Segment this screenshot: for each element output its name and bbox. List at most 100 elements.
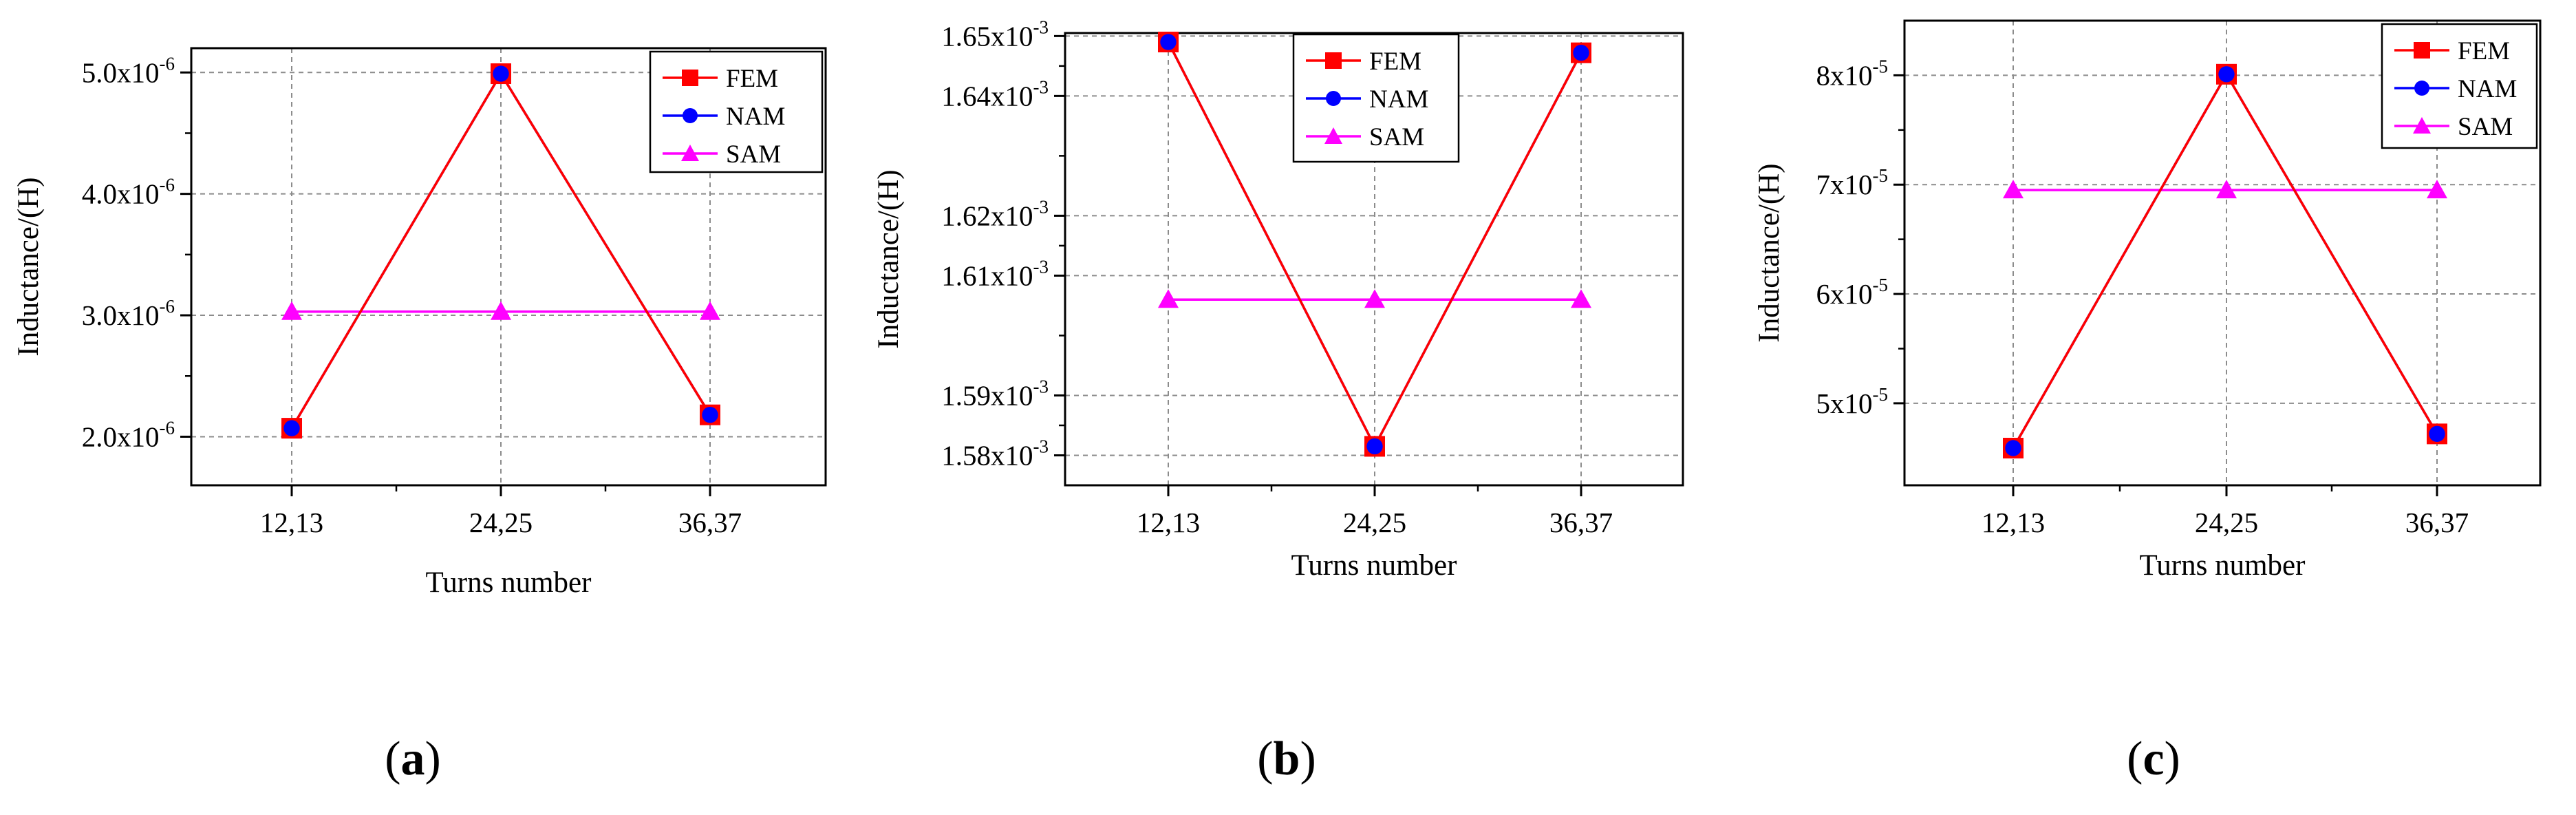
panel-label-open: (: [385, 732, 400, 785]
legend-box: [2381, 23, 2538, 149]
x-tick-label: 24,25: [2195, 507, 2258, 538]
y-tick-exponent: -6: [160, 417, 175, 438]
data-point-nam: [2218, 66, 2235, 83]
data-point-nam: [702, 406, 718, 423]
y-tick-label: 2.0x10-6: [82, 417, 175, 452]
y-tick-exponent: -3: [1033, 17, 1049, 37]
legend: FEM NAM SAM: [649, 50, 824, 173]
data-point-sam: [2427, 180, 2447, 199]
legend-box: [649, 50, 824, 173]
legend-marker-fem: [682, 70, 698, 86]
panel-label-open: (: [2127, 732, 2143, 785]
y-tick-mantissa: 1.59x10: [941, 379, 1033, 411]
x-tick-label: 12,13: [1137, 507, 1200, 538]
panel-label: (c): [2127, 732, 2180, 785]
x-tick-label: 36,37: [1549, 507, 1613, 538]
y-tick-exponent: -3: [1033, 376, 1049, 396]
y-tick-mantissa: 1.58x10: [941, 439, 1033, 471]
y-tick-exponent: -5: [1873, 56, 1889, 76]
y-tick-exponent: -6: [160, 296, 175, 317]
y-axis-title: Inductance/(H): [12, 177, 45, 356]
data-point-nam: [1366, 438, 1383, 455]
legend-label-fem: FEM: [726, 65, 778, 93]
y-tick-exponent: -3: [1033, 256, 1049, 277]
y-tick-label: 1.58x10-3: [941, 436, 1049, 471]
data-point-nam: [2429, 425, 2445, 443]
y-tick-label: 3.0x10-6: [82, 296, 175, 331]
legend: FEM NAM SAM: [2381, 23, 2538, 149]
y-tick-label: 1.61x10-3: [941, 256, 1049, 291]
y-tick-label: 6x10-5: [1816, 275, 1889, 310]
data-point-nam: [493, 65, 509, 82]
y-tick-label: 5x10-5: [1816, 384, 1889, 419]
legend-marker-sam: [2413, 117, 2431, 134]
data-point-sam: [281, 301, 302, 320]
legend-marker-fem: [1325, 52, 1342, 69]
legend-marker-fem: [2414, 42, 2430, 59]
data-point-sam: [2216, 180, 2237, 199]
y-tick-mantissa: 7x10: [1816, 169, 1873, 200]
data-point-nam: [283, 420, 300, 436]
panel-label-letter: b: [1274, 732, 1300, 785]
x-tick-label: 12,13: [260, 507, 323, 538]
y-axis-title: Inductance/(H): [872, 169, 905, 348]
y-tick-mantissa: 2.0x10: [82, 421, 160, 452]
panel-label-letter: c: [2143, 732, 2164, 785]
y-tick-exponent: -5: [1873, 275, 1889, 295]
y-tick-exponent: -3: [1033, 436, 1049, 456]
data-point-nam: [1160, 34, 1177, 50]
series-line-fem: [2012, 72, 2438, 449]
data-point-sam: [2003, 180, 2024, 199]
legend-marker-sam: [1324, 127, 1342, 144]
y-tick-exponent: -6: [160, 175, 175, 195]
y-tick-exponent: -3: [1033, 196, 1049, 217]
y-tick-mantissa: 4.0x10: [82, 178, 160, 210]
x-axis-title: Turns number: [426, 567, 592, 599]
panel-label: (a): [385, 732, 441, 785]
series-line-nam: [2012, 72, 2438, 449]
panel-label-letter: a: [401, 732, 425, 785]
data-point-sam: [1158, 289, 1179, 308]
legend-label-sam: SAM: [726, 140, 781, 169]
y-tick-label: 4.0x10-6: [82, 175, 175, 210]
panel-label-close: ): [1300, 732, 1316, 785]
y-tick-mantissa: 5.0x10: [82, 56, 160, 88]
y-tick-label: 1.59x10-3: [941, 376, 1049, 411]
x-tick-label: 36,37: [2405, 507, 2469, 538]
legend-marker-nam: [2414, 81, 2429, 96]
chart-panel-a: 2.0x10-63.0x10-64.0x10-65.0x10-612,13 24,…: [12, 47, 827, 785]
legend-label-sam: SAM: [1369, 123, 1424, 151]
y-tick-exponent: -5: [1873, 165, 1889, 186]
y-tick-label: 1.62x10-3: [941, 196, 1049, 231]
y-tick-mantissa: 5x10: [1816, 388, 1873, 419]
x-tick-label: 12,13: [1982, 507, 2045, 538]
legend-label-nam: NAM: [2458, 75, 2517, 103]
plot-area-frame: [1903, 19, 2542, 487]
x-tick-label: 24,25: [469, 507, 533, 538]
y-tick-label: 7x10-5: [1816, 165, 1889, 200]
y-tick-exponent: -3: [1033, 76, 1049, 97]
y-tick-mantissa: 1.61x10: [941, 260, 1033, 291]
data-point-nam: [2005, 440, 2021, 456]
y-tick-mantissa: 1.62x10: [941, 200, 1033, 231]
legend-label-fem: FEM: [1369, 47, 1421, 76]
legend-label-sam: SAM: [2458, 113, 2513, 141]
y-tick-label: 1.65x10-3: [941, 17, 1049, 52]
data-point-nam: [1573, 45, 1589, 61]
legend-label-nam: NAM: [726, 103, 785, 131]
y-tick-exponent: -6: [160, 53, 175, 74]
y-tick-mantissa: 3.0x10: [82, 299, 160, 331]
y-tick-mantissa: 6x10: [1816, 278, 1873, 310]
plot-area-frame: [190, 47, 827, 487]
chart-panel-b: 1.58x10-31.59x10-31.61x10-31.62x10-31.64…: [872, 17, 1684, 785]
legend: FEM NAM SAM: [1292, 33, 1460, 163]
x-tick-label: 24,25: [1343, 507, 1406, 538]
panel-label-close: ): [2165, 732, 2180, 785]
y-tick-mantissa: 1.65x10: [941, 20, 1033, 52]
panel-label-open: (: [1257, 732, 1273, 785]
legend-marker-nam: [1326, 91, 1341, 106]
data-point-sam: [1364, 289, 1385, 308]
y-tick-exponent: -5: [1873, 384, 1889, 405]
